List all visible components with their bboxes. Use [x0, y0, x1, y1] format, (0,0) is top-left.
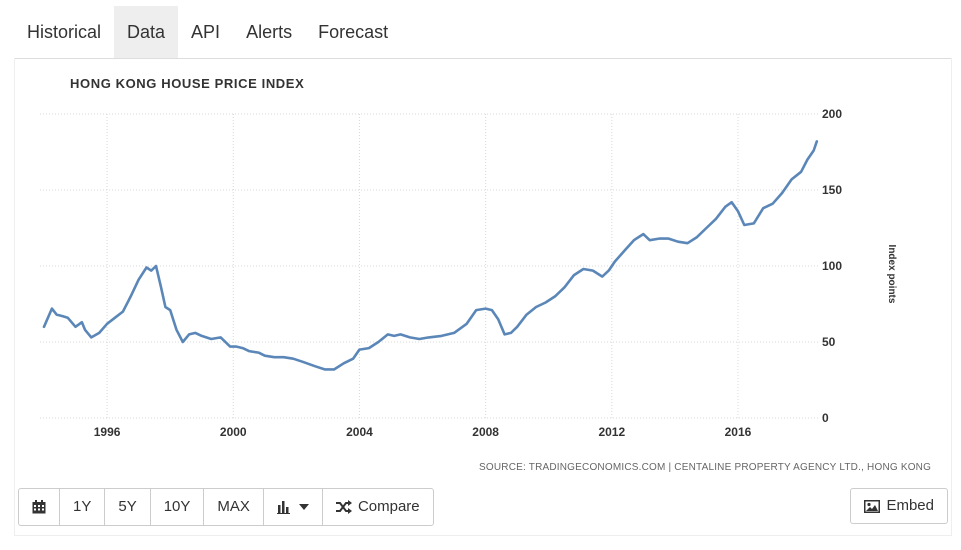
source-note: SOURCE: TRADINGECONOMICS.COM | CENTALINE…	[479, 462, 932, 473]
chart-grid	[40, 113, 820, 419]
y-tick-label: 50	[822, 335, 836, 349]
caret-down-icon	[298, 504, 309, 510]
embed-button[interactable]: Embed	[850, 488, 948, 524]
range-max-button[interactable]: MAX	[204, 489, 264, 525]
tab-historical[interactable]: Historical	[27, 22, 102, 42]
x-tick-label: 2016	[725, 425, 752, 439]
x-tick-label: 2000	[220, 425, 247, 439]
x-axis: 1996 2000 2004 2008 2012 2016	[94, 425, 752, 439]
range-1y-button[interactable]: 1Y	[60, 489, 106, 525]
series-points	[43, 141, 817, 370]
tab-data[interactable]: Data	[114, 6, 179, 58]
x-tick-label: 2004	[346, 425, 373, 439]
tab-api[interactable]: API	[191, 22, 221, 42]
calendar-button[interactable]	[19, 489, 60, 525]
chart-panel	[14, 58, 952, 536]
bar-chart-icon	[276, 501, 290, 514]
tab-alerts[interactable]: Alerts	[246, 22, 293, 42]
compare-label: Compare	[357, 498, 420, 515]
compare-button[interactable]: Compare	[323, 489, 433, 525]
tab-bar: Historical Data API Alerts Forecast	[14, 6, 401, 58]
y-tick-label: 0	[822, 411, 829, 425]
y-tick-label: 100	[822, 259, 842, 273]
x-tick-label: 2012	[598, 425, 625, 439]
range-toolbar: 1Y 5Y 10Y MAX Compare	[18, 488, 434, 526]
chart-title: HONG KONG HOUSE PRICE INDEX	[70, 76, 305, 91]
shuffle-icon	[335, 500, 352, 514]
y-tick-label: 200	[822, 107, 842, 121]
chart-type-button[interactable]	[264, 489, 323, 525]
y-axis: 0 50 100 150 200	[822, 107, 842, 425]
calendar-icon	[32, 500, 46, 514]
x-tick-label: 2008	[472, 425, 499, 439]
tab-forecast[interactable]: Forecast	[318, 22, 389, 42]
range-5y-button[interactable]: 5Y	[105, 489, 151, 525]
tab-divider	[14, 58, 952, 59]
image-icon	[864, 499, 881, 513]
series-line	[42, 140, 819, 371]
y-tick-label: 150	[822, 183, 842, 197]
y-axis-label: Index points	[886, 245, 897, 304]
range-10y-button[interactable]: 10Y	[151, 489, 205, 525]
x-tick-label: 1996	[94, 425, 121, 439]
embed-label: Embed	[886, 497, 934, 514]
